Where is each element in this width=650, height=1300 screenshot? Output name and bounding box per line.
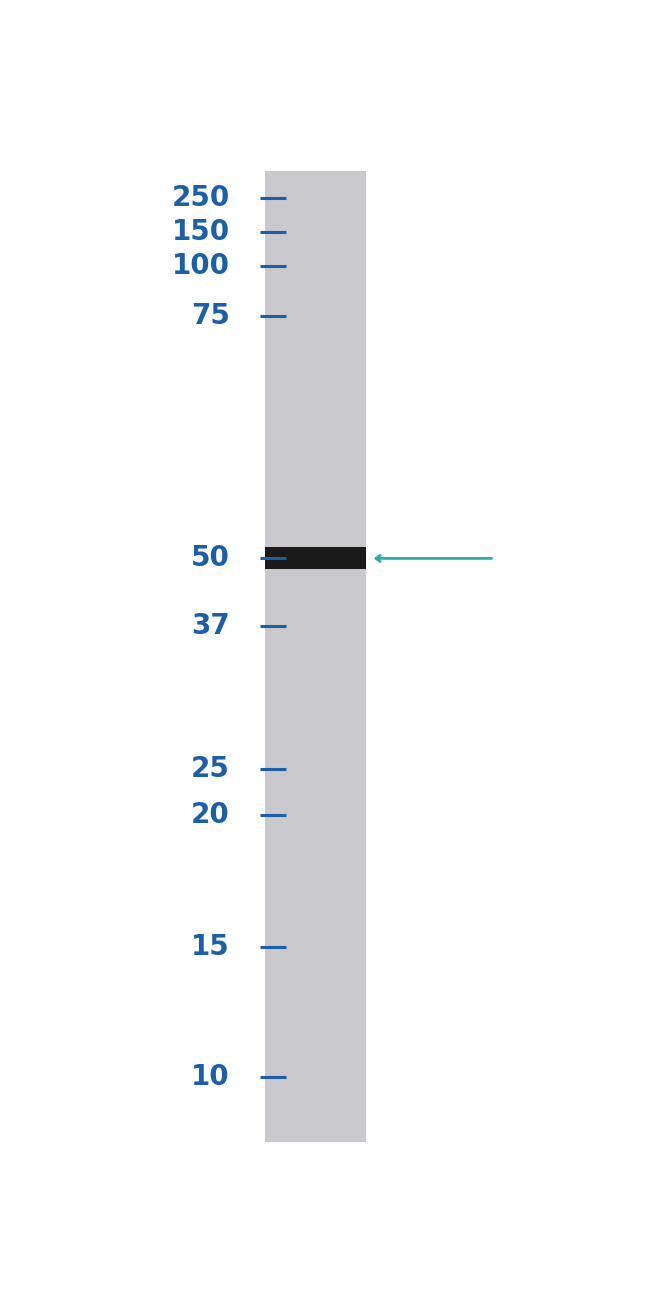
Text: 15: 15: [191, 933, 230, 961]
Text: 37: 37: [191, 612, 230, 641]
Text: 25: 25: [191, 754, 230, 783]
Text: 10: 10: [191, 1063, 230, 1091]
Text: 50: 50: [191, 545, 230, 572]
Text: 250: 250: [172, 185, 230, 212]
Text: 100: 100: [172, 252, 230, 280]
Text: 150: 150: [172, 218, 230, 246]
Text: 20: 20: [191, 801, 230, 828]
Bar: [265, 172, 366, 1141]
Text: 75: 75: [191, 302, 230, 330]
Bar: [265, 547, 366, 569]
